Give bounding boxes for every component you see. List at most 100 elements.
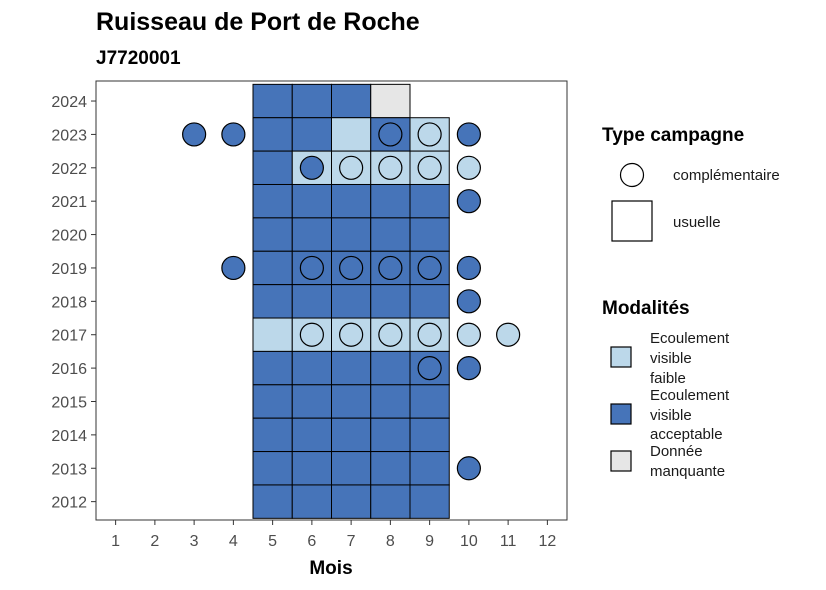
point-2018-10 [456,289,481,314]
x-tick-label-4: 4 [229,533,238,550]
cell-2024-6 [291,83,332,119]
point-2019-4 [221,255,246,281]
cell-2024-7 [331,83,372,119]
cell-2018-9 [409,284,450,319]
cell-2021-8 [370,183,411,219]
y-tick-label-2019: 2019 [51,261,87,278]
point-2021-10 [456,189,481,214]
x-tick-label-8: 8 [386,533,395,550]
cell-2015-9 [409,384,450,419]
x-tick-label-2: 2 [150,533,159,550]
cell-2019-5 [252,250,293,286]
cell-2020-7 [331,217,372,252]
y-tick-label-2023: 2023 [51,127,87,144]
point-2017-7 [339,322,364,347]
point-2022-10 [456,155,481,180]
legend-type-campagne: Type campagne complémentaire usuelle [602,125,780,242]
legend-modalites-title: Modalités [602,298,690,319]
x-tick-label-7: 7 [347,533,356,550]
legend-label-acceptable-2: visible [650,407,692,424]
x-tick-label-6: 6 [307,533,316,550]
cell-2020-5 [252,217,293,252]
point-2017-6 [299,322,324,347]
point-2017-9 [417,322,442,347]
cell-2013-6 [291,451,332,486]
legend-square-key [611,200,653,242]
chart-title: Ruisseau de Port de Roche [96,8,420,36]
legend-label-faible-2: visible [650,350,692,367]
cell-2014-5 [252,417,293,453]
cell-2016-8 [370,350,411,386]
point-2023-8 [378,122,403,147]
cell-2020-8 [370,217,411,252]
legend-key-faible [610,346,632,368]
x-tick-label-5: 5 [268,533,277,550]
y-tick-label-2022: 2022 [51,161,87,178]
cell-2022-5 [252,150,293,185]
x-tick-label-1: 1 [111,533,120,550]
point-2017-8 [378,322,403,347]
cell-2012-5 [252,484,293,519]
point-2016-9 [417,356,442,381]
cell-2020-9 [409,217,450,252]
cell-2016-6 [291,350,332,386]
cell-2012-7 [331,484,372,519]
legend-label-acceptable-3: acceptable [650,426,723,443]
x-axis-title: Mois [309,558,352,579]
usuelle-cells [252,83,450,519]
point-2022-6 [299,155,324,180]
cell-2014-6 [291,417,332,453]
cell-2013-5 [252,451,293,486]
point-2023-10 [456,122,481,147]
point-2023-4 [221,122,246,147]
cell-2018-7 [331,284,372,319]
y-tick-label-2012: 2012 [51,495,87,512]
chart-subtitle: J7720001 [96,48,181,69]
x-tick-label-12: 12 [538,533,556,550]
cell-2023-6 [291,117,332,152]
cell-2021-5 [252,183,293,219]
cell-2021-9 [409,183,450,219]
cell-2012-9 [409,484,450,519]
cell-2013-7 [331,451,372,486]
point-2019-7 [339,255,364,281]
cell-2021-6 [291,183,332,219]
cell-2015-6 [291,384,332,419]
point-2019-8 [378,255,403,281]
point-2017-10 [456,322,481,347]
y-tick-label-2013: 2013 [51,461,87,478]
point-2019-6 [299,255,324,281]
legend-key-manquante [610,450,632,472]
cell-2015-8 [370,384,411,419]
x-tick-label-11: 11 [500,533,517,550]
x-tick-label-3: 3 [190,533,199,550]
cell-2017-5 [252,317,293,352]
point-2017-11 [496,322,521,347]
legend-circle-key [619,162,645,188]
cell-2023-7 [331,117,372,152]
plot-border [95,80,568,521]
point-2023-3 [182,122,207,147]
x-axis: 1 2 3 4 5 6 7 8 9 10 11 12 [111,520,556,550]
y-tick-label-2020: 2020 [51,228,87,245]
legend-type-title: Type campagne [602,125,744,146]
cell-2015-5 [252,384,293,419]
cell-2016-5 [252,350,293,386]
legend-label-usuelle: usuelle [673,214,721,231]
point-2023-9 [417,122,442,147]
legend-label-manquante-2: manquante [650,463,725,480]
point-2022-9 [417,155,442,180]
complementaire-points [182,122,521,481]
cell-2012-8 [370,484,411,519]
point-2013-10 [456,456,481,481]
cell-2015-7 [331,384,372,419]
y-tick-label-2015: 2015 [51,394,87,411]
x-tick-label-10: 10 [460,533,478,550]
cell-2020-6 [291,217,332,252]
legend-label-acceptable-1: Ecoulement [650,387,730,404]
legend-label-complementaire: complémentaire [673,167,780,184]
cell-2023-5 [252,117,293,152]
point-2022-8 [378,155,403,180]
y-tick-label-2021: 2021 [51,194,87,211]
